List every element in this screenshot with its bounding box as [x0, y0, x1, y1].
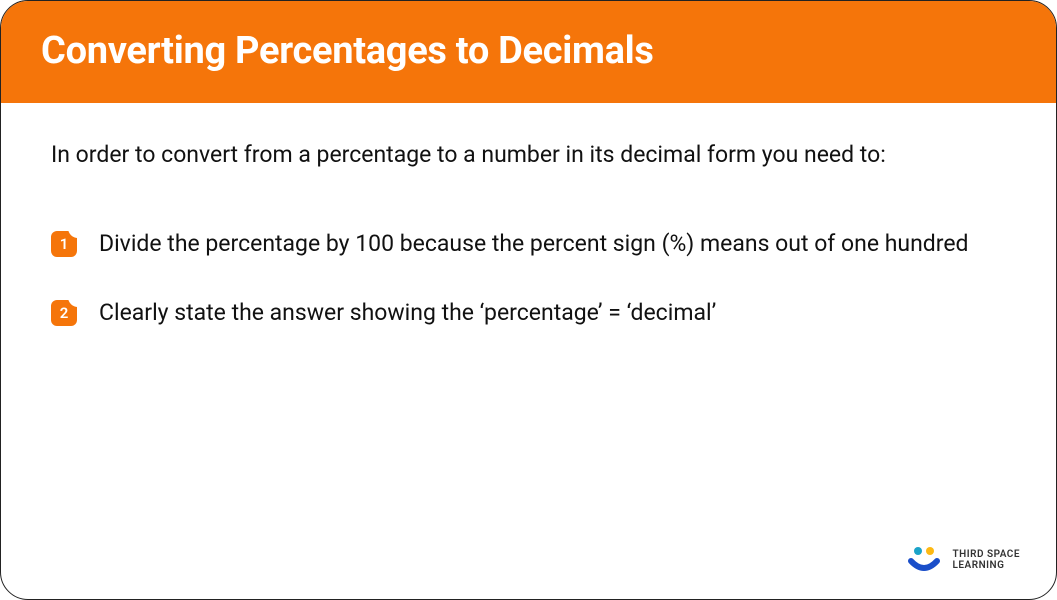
step-number-badge: 1: [51, 231, 77, 257]
card-header: Converting Percentages to Decimals: [1, 1, 1056, 103]
logo-line-2: LEARNING: [953, 560, 1020, 571]
logo-line-1: THIRD SPACE: [953, 549, 1020, 560]
step-text: Clearly state the answer showing the ‘pe…: [99, 296, 716, 331]
lesson-card: Converting Percentages to Decimals In or…: [0, 0, 1057, 600]
card-title: Converting Percentages to Decimals: [41, 29, 1016, 73]
intro-text: In order to convert from a percentage to…: [51, 139, 1006, 171]
step-number-badge: 2: [51, 300, 77, 326]
logo-icon: [907, 545, 943, 575]
step-number: 2: [60, 304, 69, 322]
step-item: 1 Divide the percentage by 100 because t…: [51, 227, 1006, 262]
brand-logo: THIRD SPACE LEARNING: [907, 545, 1020, 575]
card-content: In order to convert from a percentage to…: [1, 103, 1056, 384]
step-item: 2 Clearly state the answer showing the ‘…: [51, 296, 1006, 331]
step-text: Divide the percentage by 100 because the…: [99, 227, 969, 262]
step-number: 1: [60, 235, 69, 253]
logo-text: THIRD SPACE LEARNING: [953, 549, 1020, 571]
